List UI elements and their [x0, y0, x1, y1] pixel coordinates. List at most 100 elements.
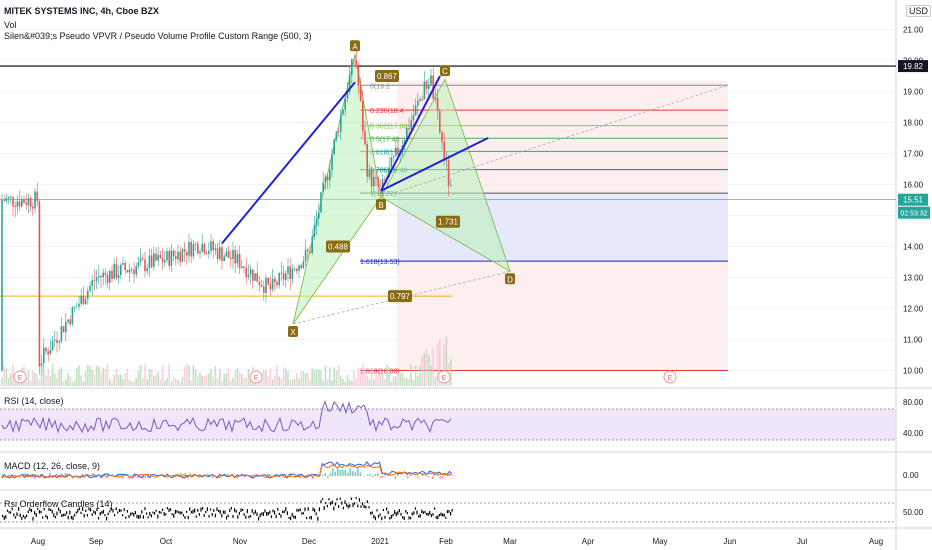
- rsi-orderflow-candle: [438, 513, 440, 517]
- rsi-orderflow-candle: [342, 506, 344, 510]
- pattern-point-badge: [376, 198, 386, 210]
- rsi-orderflow-candle: [426, 512, 428, 516]
- rsi-orderflow-candle: [165, 513, 167, 516]
- candle-body: [412, 115, 415, 121]
- rsi-orderflow-candle: [270, 515, 272, 519]
- candle-body: [346, 92, 349, 99]
- candle-body: [164, 260, 166, 263]
- volume-bar: [80, 375, 82, 386]
- rsi-orderflow-candle: [27, 510, 29, 513]
- candle-body: [309, 251, 311, 254]
- rsi-orderflow-candle: [250, 515, 252, 518]
- volume-bar: [359, 368, 362, 386]
- candle-body: [302, 261, 305, 269]
- volume-bar: [5, 367, 8, 386]
- volume-bar: [205, 374, 208, 386]
- last-price-label: 15.51: [903, 196, 924, 205]
- volume-bar: [14, 378, 16, 386]
- candle-body: [263, 286, 265, 293]
- currency-badge[interactable]: USD: [906, 5, 932, 17]
- fib-level-label: 0.618(17.07: [370, 149, 407, 156]
- candle-body: [430, 75, 432, 85]
- rsi-orderflow-candle: [277, 507, 279, 511]
- macd-histogram-bar: [122, 476, 124, 479]
- candle-body: [89, 285, 91, 291]
- volume-bar: [267, 376, 269, 386]
- rsi-orderflow-candle: [448, 509, 450, 513]
- candle-body: [379, 186, 382, 187]
- volume-bar: [199, 372, 201, 386]
- rsi-orderflow-candle: [440, 512, 442, 516]
- rsi-orderflow-candle: [194, 508, 196, 513]
- volume-bar: [111, 381, 113, 386]
- rsi-orderflow-candle: [419, 514, 421, 518]
- macd-histogram-bar: [137, 476, 139, 478]
- rsi-orderflow-candle: [6, 509, 8, 512]
- candle-body: [71, 307, 74, 325]
- candle-body: [351, 59, 353, 75]
- macd-histogram-bar: [219, 475, 222, 476]
- candle-body: [29, 198, 32, 207]
- candle-body: [186, 251, 188, 256]
- candle-body: [27, 198, 30, 205]
- candle-body: [155, 253, 157, 261]
- volume-bar: [445, 336, 448, 386]
- rsi-orderflow-candle: [384, 515, 386, 519]
- rsi-orderflow-candle: [341, 501, 343, 505]
- rsi-orderflow-candle: [326, 504, 328, 508]
- candle-body: [362, 100, 364, 132]
- earnings-event-icon: [13, 370, 27, 384]
- macd-histogram-bar: [324, 473, 327, 476]
- candle-body: [104, 272, 107, 275]
- candle-body: [227, 251, 230, 258]
- volume-bar: [47, 368, 49, 386]
- macd-histogram-bar: [424, 473, 427, 476]
- candle-body: [287, 266, 289, 274]
- candle-body: [432, 75, 434, 99]
- pattern-point-badge: [440, 65, 450, 77]
- rsi-orderflow-candle: [50, 508, 52, 511]
- rsi-orderflow-candle: [174, 509, 176, 514]
- rsi-orderflow-candle: [198, 513, 200, 516]
- rsi-orderflow-candle: [352, 503, 354, 508]
- rsi-orderflow-candle: [101, 511, 103, 514]
- volume-bar: [170, 381, 173, 386]
- fib-level-label: 0.236(18.4: [370, 108, 404, 115]
- candle-body: [436, 97, 439, 112]
- volume-bar: [291, 379, 294, 386]
- rsi-orderflow-candle: [120, 509, 122, 512]
- volume-bar: [124, 372, 126, 386]
- candle-body: [359, 85, 362, 101]
- candle-body: [410, 120, 412, 130]
- rsi-orderflow-candle: [254, 509, 256, 514]
- ratio-badge: [326, 240, 350, 253]
- rsi-orderflow-candle: [363, 504, 365, 509]
- candle-body: [355, 60, 357, 67]
- candle-body: [168, 251, 170, 266]
- rsi-orderflow-candle: [136, 514, 138, 519]
- rsi-orderflow-candle: [251, 509, 253, 513]
- candle-body: [122, 262, 124, 265]
- volume-bar: [150, 369, 153, 386]
- earnings-event-label: E: [668, 375, 673, 382]
- candle-body: [58, 341, 60, 343]
- rsi-orderflow-candle: [117, 511, 119, 514]
- rsi-orderflow-candle: [110, 507, 112, 511]
- volume-bar: [84, 371, 87, 386]
- volume-bar: [439, 339, 441, 386]
- volume-bar: [188, 365, 190, 386]
- volume-bar: [179, 381, 181, 386]
- volume-bar: [54, 373, 56, 386]
- rsi-orderflow-candle: [288, 516, 290, 519]
- macd-histogram-bar: [49, 473, 52, 476]
- rsi-orderflow-candle: [322, 498, 324, 501]
- candle-body: [131, 269, 133, 271]
- pattern-point-d: D: [507, 275, 513, 284]
- rsi-orderflow-candle: [142, 515, 144, 519]
- rsi-orderflow-candle: [56, 511, 58, 516]
- volume-bar: [122, 379, 124, 386]
- candle-body: [65, 322, 67, 333]
- candle-body: [388, 167, 390, 177]
- candle-body: [230, 257, 232, 260]
- volume-bar: [109, 378, 111, 386]
